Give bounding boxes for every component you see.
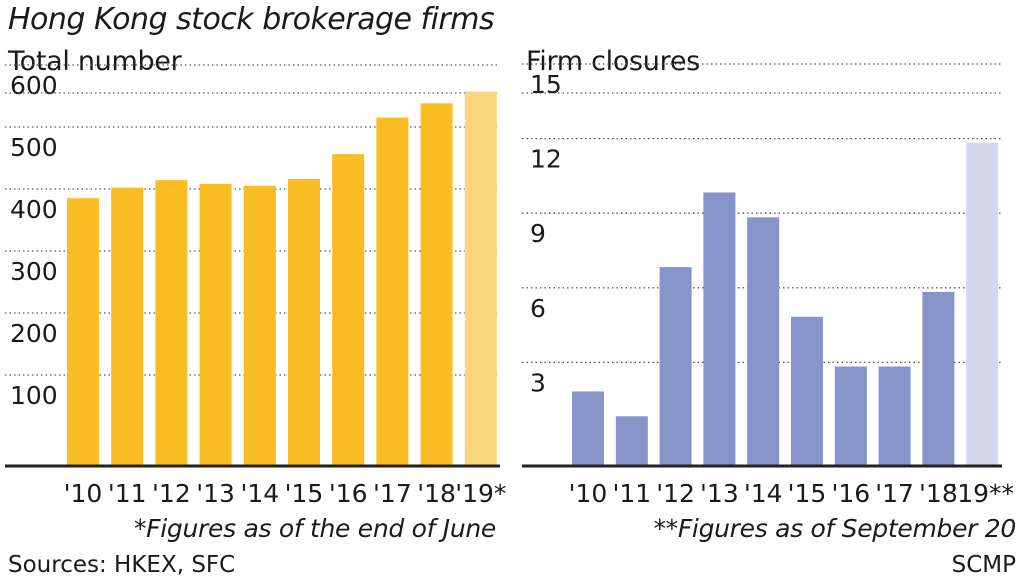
total-bar: [243, 185, 276, 466]
x-tick-label: '17: [373, 479, 412, 508]
x-tick-label: '16: [831, 479, 870, 508]
left-footnote: *Figures as of the end of June: [133, 514, 496, 543]
x-tick-label: '18: [417, 479, 456, 508]
total-bar: [464, 91, 497, 467]
closures-bar: [922, 291, 955, 466]
x-tick-label: '10: [569, 479, 608, 508]
closures-bar: [703, 192, 736, 466]
x-tick-label: '14: [744, 479, 783, 508]
x-tick-label: '12: [656, 479, 695, 508]
x-tick-label: '10: [64, 479, 103, 508]
x-tick-label: '11: [108, 479, 147, 508]
x-tick-label: '19**: [950, 479, 1014, 508]
left-chart-subtitle: Total number: [8, 46, 182, 77]
total-bar: [332, 154, 365, 466]
chart-title: Hong Kong stock brokerage firms: [8, 2, 495, 37]
closures-bar: [659, 267, 692, 466]
closures-bar: [572, 391, 604, 466]
right-footnote: **Figures as of September 20: [653, 514, 1016, 543]
x-tick-label: '17: [875, 479, 914, 508]
y-tick-label: 300: [10, 257, 58, 286]
x-tick-label: '15: [788, 479, 827, 508]
y-tick-label: 600: [10, 71, 58, 100]
y-tick-label: 500: [10, 133, 58, 162]
y-tick-label: 15: [530, 70, 562, 99]
y-tick-label: 9: [530, 219, 546, 248]
closures-bar: [834, 366, 867, 466]
x-tick-label: '12: [152, 479, 191, 508]
y-tick-label: 3: [530, 368, 546, 397]
total-bar: [199, 183, 232, 466]
right-chart-subtitle: Firm closures: [526, 46, 700, 77]
x-tick-label: '14: [240, 479, 279, 508]
x-tick-label: '15: [285, 479, 324, 508]
x-tick-label: '13: [700, 479, 739, 508]
total-bar: [288, 178, 320, 466]
total-bar: [376, 117, 409, 466]
closures-bar: [878, 366, 911, 466]
closures-bar: [615, 416, 648, 466]
total-bar: [67, 198, 99, 466]
credit-text: SCMP: [951, 552, 1016, 578]
y-tick-label: 200: [10, 319, 58, 348]
x-tick-label: '18: [919, 479, 958, 508]
y-tick-label: 100: [10, 381, 58, 410]
total-bar: [111, 187, 144, 466]
y-tick-label: 6: [530, 294, 546, 323]
firm-closures-chart: 3 6 9 12 15 '10'11'12'13'14'15'16'17'18'19**: [522, 63, 1014, 508]
x-tick-label: '16: [329, 479, 368, 508]
total-bar: [155, 180, 188, 466]
sources-text: Sources: HKEX, SFC: [8, 552, 236, 578]
y-tick-label: 400: [10, 195, 58, 224]
x-tick-label: '11: [612, 479, 651, 508]
x-tick-label: '13: [196, 479, 235, 508]
closures-bar: [791, 316, 823, 466]
closures-bar: [747, 217, 780, 466]
y-tick-label: 12: [530, 145, 562, 174]
x-tick-label: '19*: [455, 479, 506, 508]
closures-bar: [966, 142, 999, 466]
total-bar: [420, 103, 453, 467]
